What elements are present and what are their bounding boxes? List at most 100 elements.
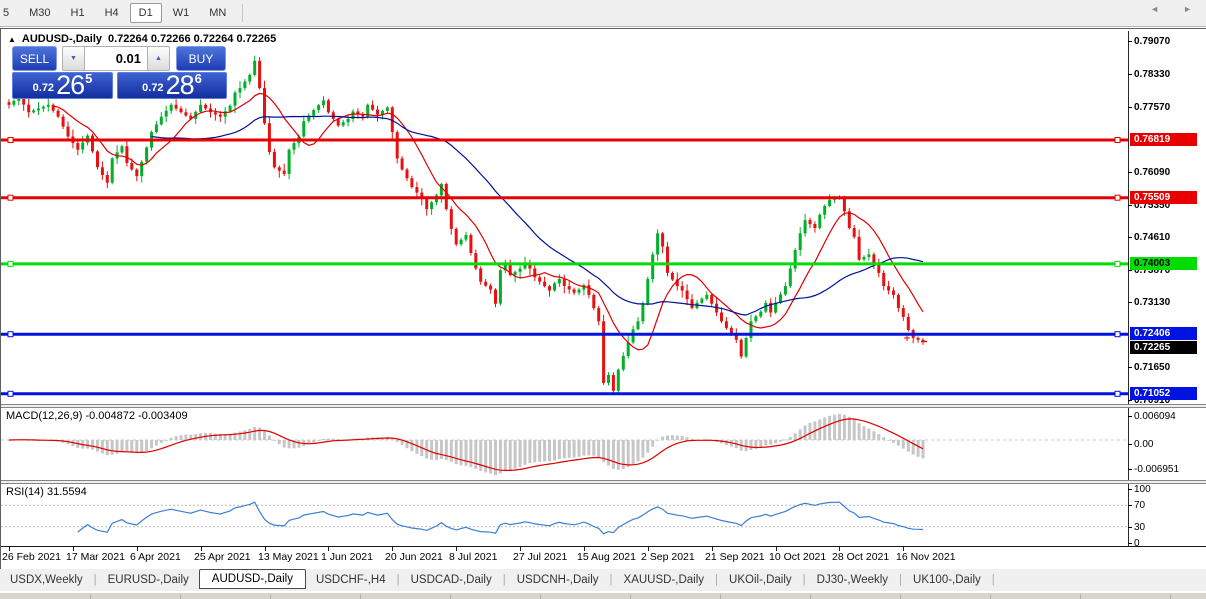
date-label: 21 Sep 2021 bbox=[705, 551, 765, 563]
buy-price-big: 28 bbox=[165, 70, 195, 100]
date-label: 17 Mar 2021 bbox=[66, 551, 125, 563]
lot-increase-icon[interactable]: ▲ bbox=[147, 46, 170, 71]
strip-tick bbox=[810, 594, 811, 599]
price-axis-tick bbox=[1128, 172, 1132, 174]
date-tick bbox=[456, 547, 457, 551]
date-tick bbox=[73, 547, 74, 551]
price-axis-tick bbox=[1128, 237, 1132, 239]
date-tick bbox=[648, 547, 649, 551]
chart-symbol-label: AUDUSD-,Daily bbox=[21, 33, 102, 45]
rsi-axis-tick bbox=[1128, 489, 1132, 490]
date-label: 10 Oct 2021 bbox=[769, 551, 827, 563]
rsi-plot[interactable] bbox=[1, 484, 1128, 546]
price-axis-label: 0.73130 bbox=[1134, 297, 1171, 309]
macd-label: MACD(12,26,9) -0.004872 -0.003409 bbox=[6, 410, 188, 422]
chart-tab-xauusd-daily[interactable]: XAUUSD-,Daily bbox=[623, 574, 705, 586]
chart-tab-usdx-weekly[interactable]: USDX,Weekly bbox=[10, 574, 83, 586]
sell-price-pane[interactable]: 0.72 26 5 bbox=[12, 71, 113, 99]
timeframe-button-d1[interactable]: D1 bbox=[129, 3, 162, 23]
buy-button[interactable]: BUY bbox=[176, 46, 226, 71]
chart-tab-dj30-weekly[interactable]: DJ30-,Weekly bbox=[816, 574, 889, 586]
timeframe-button-w1[interactable]: W1 bbox=[172, 7, 190, 19]
tab-scroll-left-icon[interactable]: ◄ bbox=[1150, 4, 1160, 14]
date-axis[interactable]: 26 Feb 2021 17 Mar 2021 6 Apr 2021 25 Apr 2… bbox=[1, 547, 1206, 568]
chart-tab-audusd-daily[interactable]: AUDUSD-,Daily bbox=[198, 569, 306, 589]
chart-window[interactable]: 26 Feb 2021 17 Mar 2021 6 Apr 2021 25 Apr 2… bbox=[0, 28, 1206, 570]
rsi-axis-label: 0 bbox=[1134, 538, 1140, 549]
collapse-arrow-icon[interactable]: ▲ bbox=[8, 34, 16, 44]
buy-price-pip: 6 bbox=[194, 71, 202, 86]
date-label: 13 May 2021 bbox=[258, 551, 319, 563]
sell-price-prefix: 0.72 bbox=[32, 82, 55, 94]
price-axis-tick bbox=[1128, 204, 1132, 206]
timeframe-button-mn[interactable]: MN bbox=[209, 7, 227, 19]
price-axis-label: 0.71650 bbox=[1134, 362, 1171, 374]
date-label: 8 Jul 2021 bbox=[449, 551, 498, 563]
lot-size-input[interactable]: 0.01 bbox=[85, 46, 147, 71]
macd-plot[interactable] bbox=[1, 408, 1128, 480]
tab-scroll-right-icon[interactable]: ► bbox=[1183, 4, 1192, 14]
date-label: 20 Jun 2021 bbox=[385, 551, 443, 563]
price-axis-label: 0.77570 bbox=[1134, 102, 1171, 113]
price-axis-label: 0.73870 bbox=[1134, 264, 1171, 276]
sell-button[interactable]: SELL bbox=[12, 46, 57, 71]
chart-tab-eurusd-daily[interactable]: EURUSD-,Daily bbox=[107, 574, 189, 586]
macd-axis-tick bbox=[1128, 444, 1132, 445]
date-tick bbox=[392, 547, 393, 551]
date-tick bbox=[776, 547, 777, 551]
tab-separator: | bbox=[899, 574, 903, 586]
buy-price-pane[interactable]: 0.72 28 6 bbox=[117, 70, 227, 100]
price-axis-label: 0.70910 bbox=[1134, 395, 1171, 407]
tab-separator: | bbox=[991, 574, 995, 586]
strip-tick bbox=[990, 594, 991, 599]
sell-price-pip: 5 bbox=[85, 71, 93, 86]
tab-separator: | bbox=[502, 574, 506, 586]
strip-tick bbox=[1080, 594, 1081, 599]
date-tick bbox=[839, 547, 840, 551]
timeframe-toolbar: 5 M30 H1 H4 D1 W1 MN bbox=[0, 0, 1206, 27]
timeframe-button-5[interactable]: 5 bbox=[3, 7, 10, 19]
main-plot[interactable] bbox=[1, 31, 1128, 404]
price-badge: 0.72265 bbox=[1130, 341, 1197, 355]
macd-axis-label: 0.00 bbox=[1134, 439, 1154, 450]
chart-tab-ukoil-daily[interactable]: UKOil-,Daily bbox=[729, 574, 792, 586]
date-label: 16 Nov 2021 bbox=[896, 551, 956, 563]
lot-decrease-icon[interactable]: ▼ bbox=[62, 46, 85, 71]
buy-price-prefix: 0.72 bbox=[142, 82, 164, 94]
strip-tick bbox=[1170, 594, 1171, 599]
price-axis-tick bbox=[1128, 367, 1132, 369]
panel-divider[interactable] bbox=[1, 404, 1206, 408]
chart-tab-usdcad-daily[interactable]: USDCAD-,Daily bbox=[410, 574, 492, 586]
date-tick bbox=[201, 547, 202, 551]
rsi-axis-tick bbox=[1128, 543, 1132, 544]
one-click-trade-panel: SELL ▼ 0.01 ▲ BUY 0.72 26 5 0.72 28 6 bbox=[12, 46, 228, 99]
chart-tab-uk100-daily[interactable]: UK100-,Daily bbox=[913, 574, 981, 586]
strip-tick bbox=[900, 594, 901, 599]
ohlc-header: ▲ AUDUSD-,Daily 0.72264 0.72266 0.72264 … bbox=[8, 33, 276, 45]
tab-separator: | bbox=[396, 574, 400, 586]
strip-tick bbox=[450, 594, 451, 599]
rsi-axis-label: 30 bbox=[1134, 522, 1146, 533]
panel-divider[interactable] bbox=[1, 480, 1206, 484]
price-badge: 0.76819 bbox=[1130, 133, 1197, 147]
price-axis-label: 0.76090 bbox=[1134, 167, 1171, 179]
chart-tab-usdcnh-daily[interactable]: USDCNH-,Daily bbox=[516, 574, 599, 586]
price-axis-label: 0.74610 bbox=[1134, 232, 1171, 244]
price-axis-label: 0.75350 bbox=[1134, 199, 1171, 211]
date-tick bbox=[137, 547, 138, 551]
price-badge: 0.75509 bbox=[1130, 190, 1197, 204]
price-axis-label: 0.78330 bbox=[1134, 68, 1171, 80]
ohlc-values: 0.72264 0.72266 0.72264 0.72265 bbox=[108, 33, 277, 45]
price-badge: 0.71052 bbox=[1130, 386, 1197, 400]
date-tick bbox=[520, 547, 521, 551]
timeframe-button-h1[interactable]: H1 bbox=[70, 7, 85, 19]
timeframe-button-m30[interactable]: M30 bbox=[29, 7, 51, 19]
price-axis-tick bbox=[1128, 269, 1132, 271]
chart-tab-usdchf-h4[interactable]: USDCHF-,H4 bbox=[315, 574, 386, 586]
strip-tick bbox=[540, 594, 541, 599]
strip-tick bbox=[720, 594, 721, 599]
timeframe-button-h4[interactable]: H4 bbox=[104, 7, 119, 19]
macd-axis-tick bbox=[1128, 469, 1132, 470]
tab-scroll-arrows: ◄ ► bbox=[1150, 4, 1192, 14]
